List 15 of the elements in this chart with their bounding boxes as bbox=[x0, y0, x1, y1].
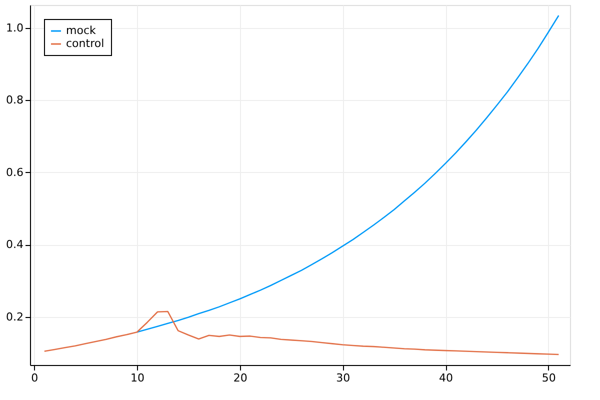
x-tick-label: 20 bbox=[233, 372, 248, 384]
x-tick-label: 30 bbox=[336, 372, 350, 384]
legend-label: control bbox=[66, 37, 104, 50]
y-tick-label: 1.0 bbox=[6, 21, 24, 34]
x-tick-label: 10 bbox=[130, 372, 144, 384]
y-tick-label: 0.4 bbox=[6, 238, 24, 252]
y-tick-label: 0.2 bbox=[6, 310, 24, 324]
x-tick-label: 50 bbox=[542, 372, 556, 384]
y-tick-label: 0.6 bbox=[6, 166, 24, 179]
legend-label: mock bbox=[66, 24, 96, 37]
line-series bbox=[136, 14, 560, 333]
x-tick-label: 40 bbox=[439, 372, 454, 384]
line-series bbox=[44, 310, 560, 356]
x-tick-label: 0 bbox=[31, 372, 38, 384]
y-tick-label: 0.8 bbox=[6, 94, 24, 107]
